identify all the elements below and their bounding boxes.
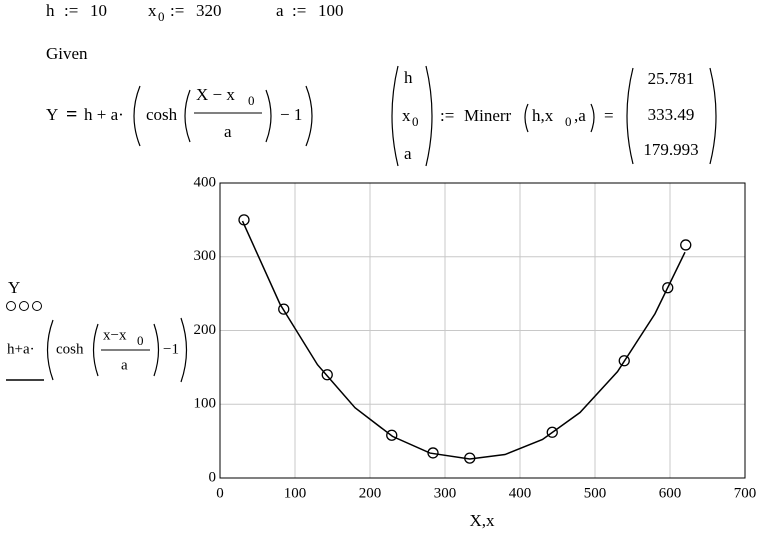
plot: 0 100 200 300 400 500 600 700 0 100 200 300 400 <box>194 174 757 501</box>
constraint-fn: cosh <box>146 105 178 124</box>
def-op: := <box>292 1 306 20</box>
y-tick-label: 400 <box>194 174 217 190</box>
x-tick-label: 100 <box>284 485 307 501</box>
bracket <box>626 67 634 165</box>
minerr-args: h,x <box>532 106 554 125</box>
y-label-fn: cosh <box>56 341 84 357</box>
result-value: 25.781 <box>648 69 695 88</box>
vector-entry: a <box>404 144 412 163</box>
result-eq: = <box>604 106 614 125</box>
constraint-num-sub: 0 <box>248 93 255 108</box>
result-value: 333.49 <box>648 105 695 124</box>
def-val: 320 <box>196 1 222 20</box>
data-point <box>662 282 674 294</box>
bracket <box>425 65 433 167</box>
legend-marker <box>6 301 16 311</box>
x-tick-label: 300 <box>434 485 457 501</box>
vector-sub: 0 <box>412 114 419 129</box>
constraint-den: a <box>224 122 232 141</box>
vector-entry: x <box>402 106 411 125</box>
y-tick-label: 200 <box>194 322 217 338</box>
minerr-args-end: ,a <box>574 106 586 125</box>
paren <box>92 323 99 377</box>
y-label-pre: h+a· <box>7 341 35 357</box>
minerr-call: Minerr <box>464 106 512 125</box>
paren <box>590 103 595 133</box>
def-sub: 0 <box>158 9 165 24</box>
constraint-pre: h + a· <box>84 105 124 124</box>
fit-curve <box>241 220 686 460</box>
paren <box>524 103 529 133</box>
y-label-num-sub: 0 <box>137 333 144 348</box>
def-val: 100 <box>318 1 344 20</box>
constraint-lhs: Y <box>46 105 58 124</box>
y-label-den: a <box>121 357 128 373</box>
plot-frame <box>219 182 746 479</box>
x-tick-label: 400 <box>509 485 532 501</box>
minerr-args-sub: 0 <box>565 114 572 129</box>
assign-op: := <box>440 106 454 125</box>
def-op: := <box>170 1 184 20</box>
x-tick-label: 700 <box>734 485 757 501</box>
paren <box>133 85 141 147</box>
legend-marker <box>32 301 42 311</box>
paren <box>265 89 272 143</box>
paren <box>184 89 191 143</box>
y-label-top: Y <box>8 278 20 297</box>
data-point <box>680 239 692 251</box>
x-axis-label: X,x <box>469 511 495 530</box>
y-label-num: x−x <box>103 327 127 343</box>
paren <box>46 319 54 381</box>
def-val: 10 <box>90 1 107 20</box>
legend-marker <box>19 301 29 311</box>
def-var: a <box>276 1 284 20</box>
constraint-post: − 1 <box>280 105 302 124</box>
y-tick-label: 0 <box>209 469 217 485</box>
def-var: h <box>46 1 55 20</box>
def-op: := <box>64 1 78 20</box>
def-var: x <box>148 1 157 20</box>
x-tick-label: 500 <box>584 485 607 501</box>
x-tick-label: 200 <box>359 485 382 501</box>
vector-entry: h <box>404 68 413 87</box>
y-label-post: −1 <box>163 341 179 357</box>
data-point <box>386 429 398 441</box>
constraint-eq: = <box>66 104 77 126</box>
paren <box>180 317 188 383</box>
data-point <box>278 303 290 315</box>
y-tick-label: 300 <box>194 248 217 264</box>
paren <box>305 85 313 147</box>
data-point <box>321 369 333 381</box>
x-tick-label: 600 <box>659 485 682 501</box>
given: Given <box>46 44 88 63</box>
paren <box>153 323 160 377</box>
bracket <box>709 67 717 165</box>
constraint-num: X − x <box>196 85 235 104</box>
y-tick-label: 100 <box>194 396 217 412</box>
data-point <box>618 355 630 367</box>
x-tick-label: 0 <box>216 485 224 501</box>
result-value: 179.993 <box>643 140 698 159</box>
data-point <box>546 426 558 438</box>
bracket <box>391 65 399 167</box>
